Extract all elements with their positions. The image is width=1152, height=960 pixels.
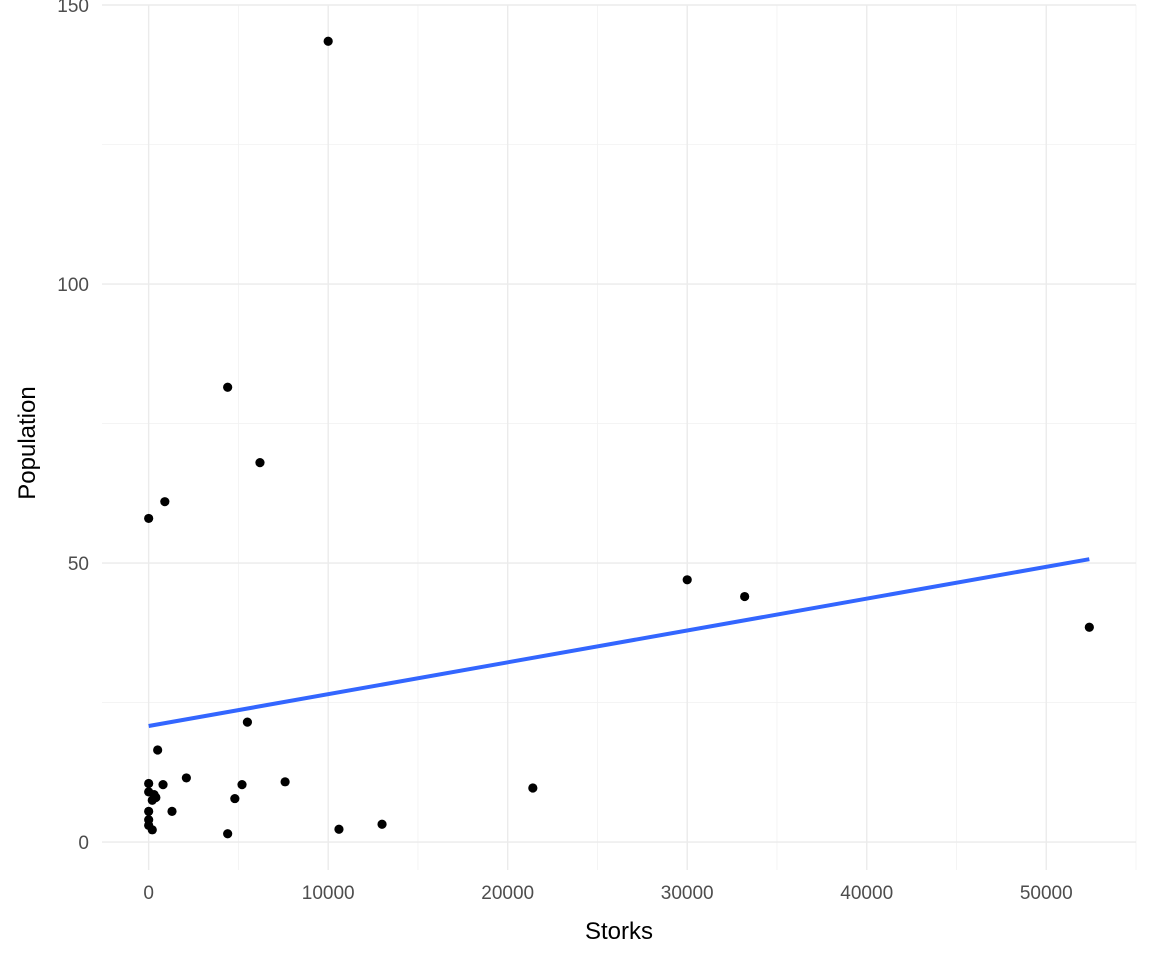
- data-point: [323, 36, 333, 46]
- trend-line: [148, 557, 1090, 728]
- data-point: [230, 793, 240, 804]
- y-tick-label: 100: [57, 275, 89, 296]
- data-point: [223, 829, 233, 839]
- data-point: [682, 575, 692, 585]
- data-point: [528, 783, 538, 793]
- data-point: [181, 773, 191, 783]
- x-tick-label: 50000: [1020, 883, 1073, 904]
- data-points: [144, 36, 1094, 839]
- data-point: [158, 780, 168, 790]
- x-tick-label: 10000: [302, 883, 355, 904]
- data-point: [242, 717, 253, 727]
- data-point: [334, 824, 344, 834]
- data-point: [147, 825, 157, 835]
- y-axis-tick-labels: 0 50 100 150: [57, 0, 89, 854]
- data-point: [255, 458, 265, 468]
- y-tick-label: 150: [57, 0, 89, 17]
- data-point: [147, 795, 157, 805]
- data-point: [167, 806, 177, 817]
- trend-line-layer: [148, 557, 1090, 728]
- data-point: [144, 806, 154, 817]
- data-point: [153, 745, 163, 755]
- minor-gridlines: [102, 5, 1137, 870]
- x-axis-tick-labels: 0 10000 20000 30000 40000 50000: [143, 883, 1072, 904]
- data-point: [237, 780, 247, 790]
- data-point: [377, 819, 387, 829]
- y-axis-title: Population: [14, 386, 41, 499]
- x-tick-label: 0: [143, 883, 154, 904]
- y-tick-label: 0: [78, 833, 89, 854]
- x-axis-title: Storks: [585, 918, 653, 945]
- major-gridlines: [102, 4, 1136, 870]
- data-point: [1084, 622, 1094, 632]
- data-point: [144, 513, 154, 524]
- x-tick-label: 30000: [661, 883, 714, 904]
- x-tick-label: 40000: [840, 883, 893, 904]
- data-point: [740, 591, 750, 602]
- data-point: [223, 382, 233, 392]
- y-tick-label: 50: [68, 554, 89, 575]
- data-point: [280, 777, 290, 787]
- data-point: [160, 497, 170, 507]
- data-point: [144, 778, 154, 789]
- x-tick-label: 20000: [481, 883, 534, 904]
